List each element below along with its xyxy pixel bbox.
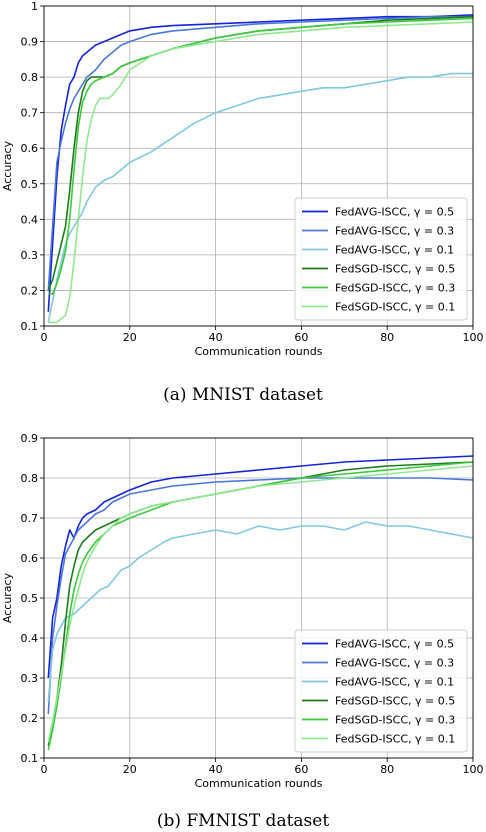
legend-label-2: FedAVG-ISCC, γ = 0.3 xyxy=(335,225,454,238)
x-tick-label: 100 xyxy=(463,331,484,344)
legend-label-5: FedSGD-ISCC, γ = 0.3 xyxy=(335,714,455,727)
legend-label-1: FedAVG-ISCC, γ = 0.5 xyxy=(335,206,454,219)
legend-label-4: FedSGD-ISCC, γ = 0.5 xyxy=(335,263,455,276)
fmnist-chart: 0 20 40 60 80 100 0.1 0.2 0.3 0.4 0.5 0.6 0.7 0.8 0.9 C… xyxy=(1,432,484,790)
series-line-6 xyxy=(48,21,474,324)
legend-box xyxy=(294,629,468,753)
legend-label-6: FedSGD-ISCC, γ = 0.1 xyxy=(335,301,455,314)
y-tick-label: 0.9 xyxy=(21,432,39,445)
y-axis-label: Accuracy xyxy=(1,140,14,191)
y-tick-label: 0.8 xyxy=(21,71,39,84)
y-tick-label: 0.5 xyxy=(21,178,39,191)
x-tick-label: 20 xyxy=(123,763,137,776)
legend-box xyxy=(294,197,468,321)
y-tick-label: 0.5 xyxy=(21,592,39,605)
x-axis-label: Communication rounds xyxy=(195,777,323,790)
mnist-chart: 0 20 40 60 80 100 0.1 0.2 0.3 0.4 0.5 0.6 0.7 0.8 0.9 1… xyxy=(1,0,484,358)
series-line-3 xyxy=(47,72,473,323)
fmnist-caption: (b) FMNIST dataset xyxy=(157,811,330,831)
x-tick-label: 100 xyxy=(463,763,484,776)
x-tick-label: 40 xyxy=(209,763,223,776)
y-tick-label: 0.4 xyxy=(21,213,39,226)
x-tick-label: 0 xyxy=(41,763,48,776)
y-tick-label: 0.8 xyxy=(21,472,39,485)
y-tick-label: 1 xyxy=(31,0,38,13)
legend-label-1: FedAVG-ISCC, γ = 0.5 xyxy=(335,638,454,651)
y-tick-label: 0.3 xyxy=(21,672,39,685)
x-tick-label: 80 xyxy=(380,331,394,344)
plot-frame xyxy=(43,5,474,327)
x-axis-label: Communication rounds xyxy=(195,345,323,358)
y-tick-label: 0.6 xyxy=(21,552,39,565)
y-tick-label: 0.6 xyxy=(21,142,39,155)
x-tick-label: 20 xyxy=(123,331,137,344)
x-tick-label: 60 xyxy=(294,763,308,776)
series-line-5 xyxy=(48,17,474,295)
y-tick-label: 0.7 xyxy=(21,512,39,525)
legend-label-4: FedSGD-ISCC, γ = 0.5 xyxy=(335,695,455,708)
series-line-6 xyxy=(47,465,474,743)
mnist-caption: (a) MNIST dataset xyxy=(163,385,323,405)
legend-label-2: FedAVG-ISCC, γ = 0.3 xyxy=(335,657,454,670)
y-tick-label: 0.2 xyxy=(21,712,39,725)
x-tick-label: 80 xyxy=(380,763,394,776)
y-tick-label: 0.4 xyxy=(21,632,39,645)
y-tick-label: 0.2 xyxy=(21,284,39,297)
series-line-2 xyxy=(47,15,473,291)
legend-label-3: FedAVG-ISCC, γ = 0.1 xyxy=(335,244,454,257)
x-tick-label: 60 xyxy=(294,331,308,344)
series-line-1 xyxy=(47,14,474,312)
y-tick-label: 0.1 xyxy=(21,752,39,765)
x-tick-label: 0 xyxy=(41,331,48,344)
legend-label-6: FedSGD-ISCC, γ = 0.1 xyxy=(335,733,455,746)
x-tick-label: 40 xyxy=(209,331,223,344)
legend-label-5: FedSGD-ISCC, γ = 0.3 xyxy=(335,282,455,295)
y-tick-label: 0.9 xyxy=(21,36,39,49)
y-tick-label: 0.3 xyxy=(21,249,39,262)
y-tick-label: 0.1 xyxy=(21,320,39,333)
series-line-1 xyxy=(47,455,474,679)
y-tick-label: 0.7 xyxy=(21,107,39,120)
legend-label-3: FedAVG-ISCC, γ = 0.1 xyxy=(335,676,454,689)
y-axis-label: Accuracy xyxy=(1,572,14,623)
